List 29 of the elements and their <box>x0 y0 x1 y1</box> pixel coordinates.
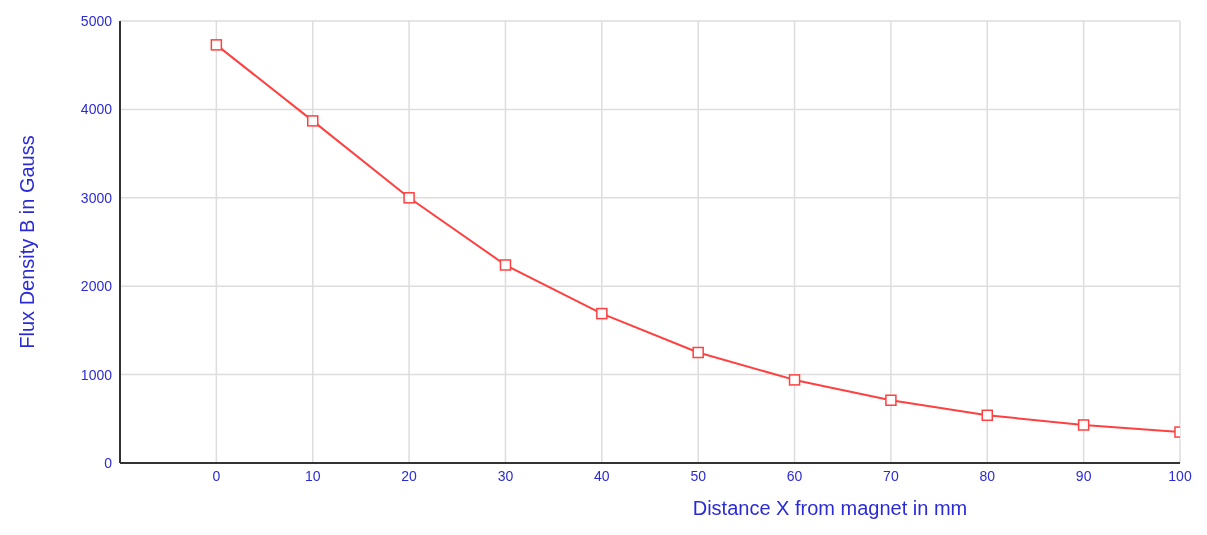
y-tick-label: 0 <box>104 454 113 471</box>
y-tick-label: 2000 <box>80 278 113 295</box>
y-tick-label: 5000 <box>80 12 113 29</box>
point <box>499 259 512 271</box>
y-axis-title: Flux Density B in Gauss <box>16 135 39 349</box>
point <box>788 374 801 386</box>
point <box>981 409 994 422</box>
x-tick-label: 60 <box>786 467 803 484</box>
y-tick-label: 1000 <box>80 366 113 383</box>
point <box>885 394 897 406</box>
point <box>1077 419 1090 431</box>
point <box>306 115 319 127</box>
y-tick-label: 4000 <box>80 101 113 118</box>
x-tick-label: 10 <box>304 467 321 484</box>
x-tick-label: 20 <box>401 467 418 484</box>
x-tick-label: 0 <box>212 467 221 484</box>
x-axis-title: Distance X from magnet in mm <box>692 497 968 519</box>
point <box>692 346 704 359</box>
point <box>596 307 608 320</box>
x-tick-label: 70 <box>883 467 899 484</box>
x-tick-label: 80 <box>979 467 996 484</box>
x-tick-label: 30 <box>497 467 514 484</box>
x-tick-label: 90 <box>1075 467 1092 484</box>
x-tick-label: 100 <box>1168 467 1192 484</box>
point <box>403 192 415 204</box>
point <box>210 39 223 51</box>
y-tick-label: 3000 <box>80 189 113 206</box>
x-tick-label: 50 <box>690 467 707 484</box>
x-tick-label: 40 <box>594 467 610 484</box>
